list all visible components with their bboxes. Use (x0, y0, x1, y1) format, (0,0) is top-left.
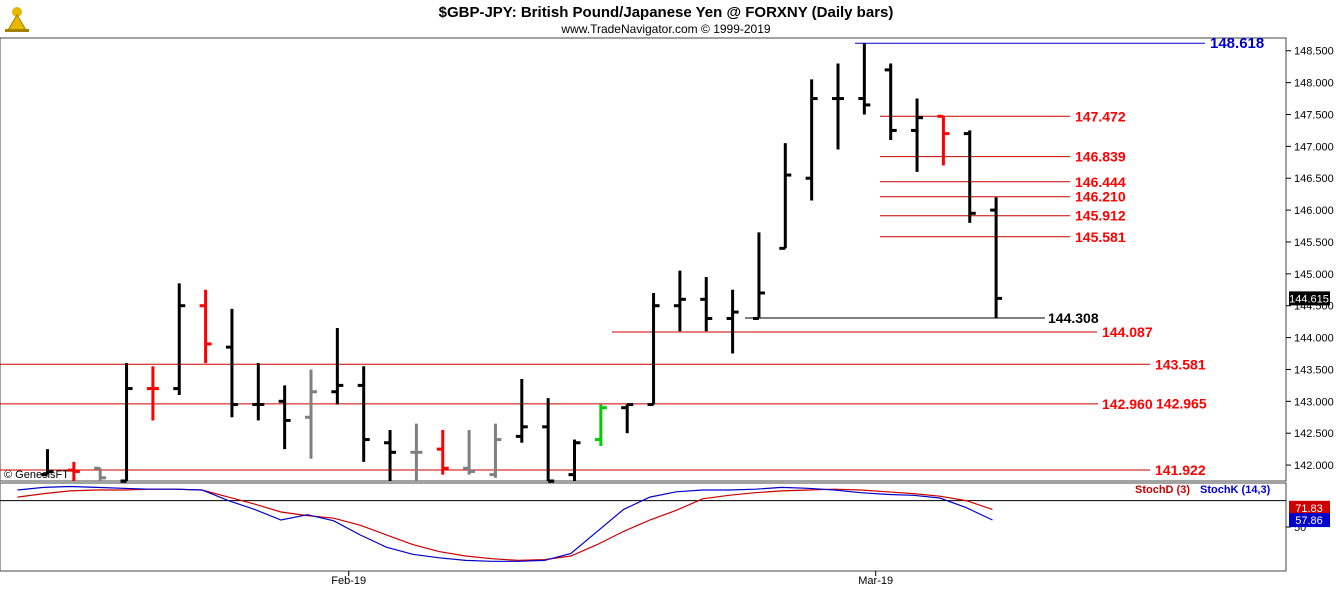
x-tick-label: Feb-19 (331, 575, 366, 587)
ohlc-bar (515, 379, 528, 443)
x-axis: Feb-19 Mar-19 (331, 571, 893, 587)
price-tick-label: 148.000 (1294, 78, 1334, 90)
ohlc-bar (990, 197, 1003, 318)
ohlc-bar (542, 398, 555, 483)
level-label-144.308: 144.308 (1048, 310, 1099, 326)
price-plot-frame (0, 37, 1287, 482)
price-tick-label: 146.500 (1294, 173, 1334, 185)
level-label-147.472: 147.472 (1075, 108, 1126, 124)
price-tick-label: 147.500 (1294, 109, 1334, 121)
chart-subtitle: www.TradeNavigator.com © 1999-2019 (560, 22, 770, 36)
legend-stochD: StochD (3) (1135, 484, 1190, 496)
level-label-148.618: 148.618 (1210, 35, 1264, 52)
price-tick-label: 148.500 (1294, 46, 1334, 58)
ohlc-bar (594, 404, 607, 446)
ohlc-bar (278, 385, 291, 450)
header: $GBP-JPY: British Pound/Japanese Yen @ F… (5, 4, 893, 36)
ohlc-bar (726, 289, 739, 354)
stochastic-panel (0, 482, 1287, 572)
price-axis: 148.500 148.000 147.500 147.000 146.500 146.0… (1286, 46, 1334, 472)
stoch-last-value: 57.86 (1295, 515, 1323, 527)
ohlc-bar (120, 363, 133, 483)
level-label-144.087: 144.087 (1102, 324, 1153, 340)
trading-figure-logo-icon (5, 7, 29, 32)
stoch-last-value: 71.83 (1295, 503, 1323, 515)
price-tick-label: 145.500 (1294, 237, 1334, 249)
chart-title: $GBP-JPY: British Pound/Japanese Yen @ F… (439, 4, 894, 21)
level-label-142.965: 142.965 (1156, 396, 1207, 412)
level-label-141.922: 141.922 (1155, 462, 1206, 478)
x-tick-label: Mar-19 (858, 575, 893, 587)
level-label-142.960: 142.960 (1102, 396, 1153, 412)
ohlc-bar (752, 232, 765, 320)
ohlc-bar (67, 461, 80, 481)
price-tick-label: 145.000 (1294, 269, 1334, 281)
ohlc-bar (41, 449, 54, 477)
ohlc-bar (779, 143, 792, 250)
price-tick-label: 144.000 (1294, 333, 1334, 345)
ohlc-bar (146, 366, 159, 421)
price-tick-label: 142.000 (1294, 460, 1334, 472)
ohlc-bar (384, 430, 397, 481)
ohlc-bar (225, 308, 238, 418)
ohlc-bar (357, 366, 370, 462)
last-price-label: 144.615 (1289, 293, 1329, 305)
ohlc-bar (331, 328, 344, 405)
ohlc-bar (673, 270, 686, 332)
genesis-watermark: © GenesisFT (4, 469, 69, 481)
stoch-last-tag (1289, 513, 1330, 528)
ohlc-bar (436, 430, 449, 475)
level-label-145.581: 145.581 (1075, 229, 1126, 245)
price-tick-label: 143.000 (1294, 396, 1334, 408)
ohlc-bar (858, 43, 871, 115)
ohlc-bar (805, 79, 818, 201)
stoch-series-line (17, 485, 993, 562)
stochastic-plot-frame (0, 482, 1287, 572)
ohlc-bar (94, 466, 107, 481)
level-label-143.581: 143.581 (1155, 356, 1206, 372)
level-label-146.444: 146.444 (1075, 174, 1126, 190)
stoch-last-tag (1289, 500, 1330, 515)
ohlc-bar (410, 423, 423, 481)
ohlc-bar (305, 369, 317, 459)
last-price-tag: 144.615 (1289, 291, 1330, 306)
ohlc-bar (832, 63, 844, 150)
ohlc-bar (173, 283, 186, 395)
ohlc-bar (621, 403, 634, 434)
ohlc-bar (199, 289, 212, 364)
ohlc-bar (700, 277, 713, 332)
ohlc-bar (463, 430, 476, 475)
ohlc-bar (884, 63, 897, 140)
ohlc-bar (937, 114, 950, 166)
price-tick-label: 147.000 (1294, 141, 1334, 153)
price-panel (0, 37, 1287, 482)
price-tick-label: 146.000 (1294, 205, 1334, 217)
ohlc-bar (647, 292, 660, 407)
ohlc-bar (489, 423, 502, 478)
ohlc-bar (568, 439, 581, 481)
ohlc-bar (252, 363, 265, 421)
level-label-146.839: 146.839 (1075, 149, 1126, 165)
level-label-145.912: 145.912 (1075, 208, 1126, 224)
price-tick-label: 143.500 (1294, 364, 1334, 376)
legend-stochK: StochK (14,3) (1200, 484, 1271, 496)
ohlc-bar (911, 98, 924, 172)
ohlc-bar (963, 130, 976, 223)
price-bars (41, 43, 1003, 483)
level-label-146.210: 146.210 (1075, 189, 1126, 205)
price-tick-label: 142.500 (1294, 428, 1334, 440)
